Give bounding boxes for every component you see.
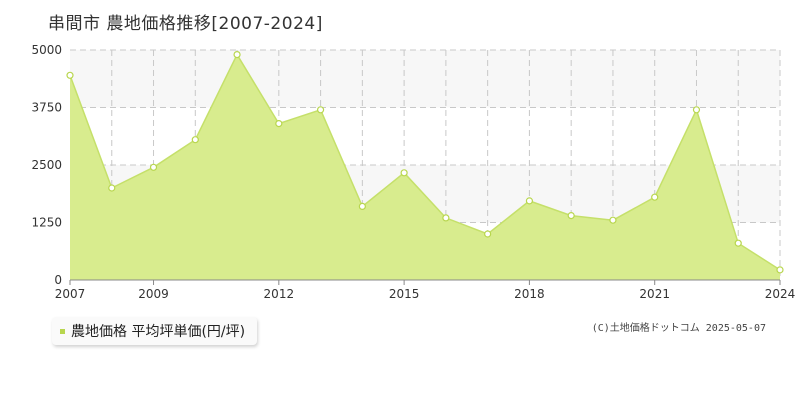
legend: 農地価格 平均坪単価(円/坪) [52,317,258,345]
data-point [651,193,659,201]
price-area [70,54,780,280]
x-tick-label: 2007 [55,287,86,301]
data-point [525,197,534,205]
y-tick-label: 2500 [31,158,62,172]
copyright: (C)土地価格ドットコム 2025-05-07 [591,323,766,334]
chart-title: 串間市 農地価格推移[2007-2024] [48,14,323,34]
y-tick-label: 3750 [31,101,62,115]
x-tick-label: 2009 [138,287,169,301]
data-point [609,216,617,224]
data-point [442,214,450,222]
data-point [275,119,283,128]
y-tick-label: 1250 [31,216,62,230]
grid-band [70,50,780,108]
y-tick-label: 5000 [31,43,62,57]
x-tick-label: 2021 [639,287,670,301]
x-tick-label: 2012 [264,287,295,301]
data-point [567,212,575,220]
data-point [191,136,199,144]
data-point [316,106,325,114]
x-tick-label: 2015 [389,287,420,301]
data-point [233,50,241,59]
data-point [484,230,492,238]
data-point [66,71,74,79]
data-point [776,266,784,274]
y-tick-label: 0 [54,273,62,287]
legend-marker [60,328,65,334]
data-point [358,202,366,210]
legend-label: 農地価格 平均坪単価(円/坪) [71,324,246,340]
data-point [149,163,158,171]
data-point [108,184,116,192]
x-tick-label: 2024 [765,287,796,301]
data-point [734,239,742,247]
data-point [400,169,408,177]
x-tick-label: 2018 [514,287,545,301]
data-point [692,106,701,114]
price-line [69,53,781,271]
